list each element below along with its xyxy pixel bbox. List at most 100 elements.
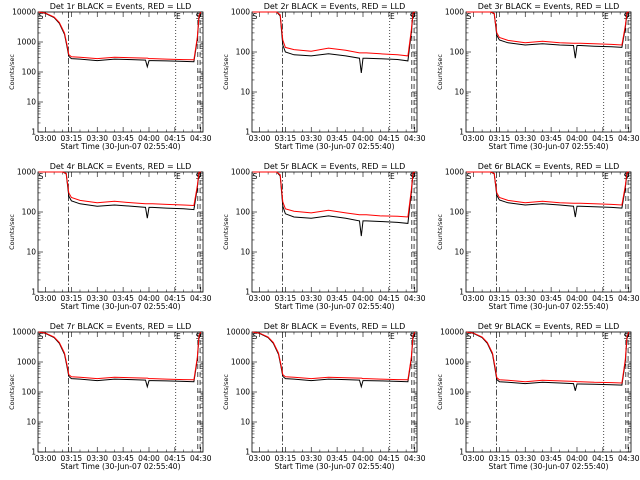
y-tick-label: 10000 [440,328,464,337]
plot-frame [465,171,632,293]
x-axis-label: Start Time (30-Jun-07 02:55:40) [489,302,609,311]
corner-label: S [624,332,629,341]
corner-label: E [176,12,181,21]
corner-label: S [196,332,201,341]
x-axis-label: Start Time (30-Jun-07 02:55:40) [61,462,181,471]
y-axis-label: Counts/sec [8,214,16,250]
x-tick-label: 04:00 [566,454,588,463]
y-tick-label: 100 [22,68,37,77]
y-tick-label: 1000 [445,358,464,367]
lld-series-line [38,171,201,207]
plot-frame [37,171,204,293]
x-tick-label: 04:15 [378,294,400,303]
y-tick-label: 1000 [445,8,464,17]
x-tick-label: 04:15 [164,134,186,143]
y-axis-label: Counts/sec [222,214,230,250]
y-tick-label: 1 [245,288,250,297]
y-tick-label: 1 [459,448,464,457]
x-tick-label: 03:45 [112,134,134,143]
lld-series-line [466,331,630,384]
panel-5: Det 5r BLACK = Events, RED = LLD 1 10 100 10… [222,162,426,311]
x-axis-label: Start Time (30-Jun-07 02:55:40) [275,462,395,471]
panel-6: Det 6r BLACK = Events, RED = LLD 1 10 100 10… [436,162,640,311]
x-tick-label: 03:30 [86,134,108,143]
y-axis-label: Counts/sec [222,374,230,410]
y-tick-label: 1 [31,448,36,457]
x-tick-label: 04:15 [592,294,614,303]
corner-label: S [253,12,258,21]
plot-frame [465,11,632,133]
x-tick-label: 03:00 [463,294,485,303]
corner-label: S [410,172,415,181]
panel-title: Det 7r BLACK = Events, RED = LLD [50,322,192,331]
x-tick-label: 04:30 [190,454,212,463]
y-tick-label: 100 [450,388,465,397]
x-tick-label: 03:30 [86,294,108,303]
x-tick-label: 04:00 [352,134,374,143]
x-tick-label: 03:00 [249,134,271,143]
x-tick-label: 03:15 [275,134,297,143]
x-tick-label: 03:30 [514,454,536,463]
y-tick-label: 10 [454,248,464,257]
panel-9: Det 9r BLACK = Events, RED = LLD 1 10 100 10… [436,322,640,471]
x-tick-label: 03:00 [35,294,57,303]
x-tick-label: 03:45 [112,454,134,463]
corner-label: S [39,332,44,341]
plot-frame [251,171,418,293]
x-tick-label: 04:30 [190,294,212,303]
x-tick-label: 03:15 [489,294,511,303]
corner-label: E [390,172,395,181]
panel-8: Det 8r BLACK = Events, RED = LLD 1 10 100 10… [222,322,426,471]
corner-label: E [176,332,181,341]
x-axis-label: Start Time (30-Jun-07 02:55:40) [275,142,395,151]
y-tick-label: 10000 [226,328,250,337]
lld-series-line [38,11,202,61]
lld-series-line [252,11,416,57]
x-tick-label: 03:15 [275,454,297,463]
x-tick-label: 04:30 [404,294,426,303]
y-axis-label: Counts/sec [222,54,230,90]
x-tick-label: 04:00 [138,134,160,143]
x-axis-label: Start Time (30-Jun-07 02:55:40) [275,302,395,311]
x-axis-label: Start Time (30-Jun-07 02:55:40) [61,142,181,151]
panel-1: Det 1r BLACK = Events, RED = LLD 1 10 100 10… [8,2,212,151]
y-tick-label: 1000 [445,168,464,177]
x-tick-label: 03:15 [489,454,511,463]
x-tick-label: 03:30 [514,134,536,143]
lld-series-line [466,171,629,206]
x-tick-label: 04:15 [164,454,186,463]
y-tick-label: 100 [450,48,465,57]
x-axis-label: Start Time (30-Jun-07 02:55:40) [489,142,609,151]
x-tick-label: 04:30 [618,454,640,463]
x-tick-label: 04:15 [592,134,614,143]
lld-series-line [38,331,202,381]
x-tick-label: 03:15 [489,134,511,143]
y-axis-label: Counts/sec [8,54,16,90]
plot-frame [251,11,418,133]
corner-label: S [467,332,472,341]
x-tick-label: 04:15 [378,134,400,143]
x-axis-label: Start Time (30-Jun-07 02:55:40) [489,462,609,471]
y-tick-label: 100 [236,208,251,217]
y-tick-label: 1 [31,288,36,297]
x-tick-label: 03:30 [300,134,322,143]
y-tick-label: 10 [26,248,36,257]
y-tick-label: 1000 [17,358,36,367]
x-tick-label: 04:30 [404,454,426,463]
panel-3: Det 3r BLACK = Events, RED = LLD 1 10 100 10… [436,2,640,151]
x-tick-label: 04:00 [138,294,160,303]
corner-label: S [253,332,258,341]
x-tick-label: 03:00 [249,454,271,463]
panel-title: Det 6r BLACK = Events, RED = LLD [478,162,620,171]
corner-label: E [604,332,609,341]
panel-title: Det 3r BLACK = Events, RED = LLD [478,2,620,11]
panel-title: Det 1r BLACK = Events, RED = LLD [50,2,192,11]
x-tick-label: 04:00 [138,454,160,463]
x-tick-label: 04:30 [404,134,426,143]
events-series-line [252,171,416,237]
events-series-line [252,11,416,73]
x-tick-label: 03:15 [61,134,83,143]
corner-label: S [410,12,415,21]
panel-4: Det 4r BLACK = Events, RED = LLD 1 10 100 10… [8,162,212,311]
x-tick-label: 03:00 [463,134,485,143]
